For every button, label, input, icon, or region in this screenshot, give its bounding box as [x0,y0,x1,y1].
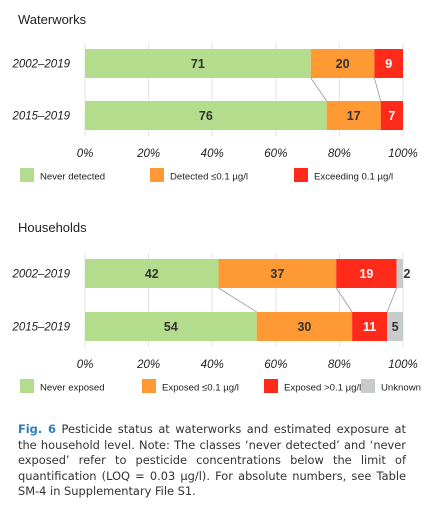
legend-swatch [150,168,164,182]
bar-segment [326,101,381,130]
x-tick-label: 20% [136,148,160,160]
chart-title: Waterworks [18,12,87,27]
connector-line [335,287,353,313]
legend-label: Exposed ≤0.1 µg/l [162,383,239,394]
figure-label: Fig. 6 [18,422,56,436]
legend-swatch [142,379,156,393]
x-tick-label: 0% [77,359,94,371]
connector-line [310,77,328,102]
data-label: 9 [385,57,392,71]
legend-label: Exceeding 0.1 µg/l [314,172,393,183]
legend-swatch [294,168,308,182]
x-tick-label: 40% [201,148,224,160]
legend-label: Never detected [40,172,105,183]
category-label: 2015–2019 [11,111,70,123]
x-tick-label: 100% [388,359,417,371]
data-label: 76 [199,109,213,123]
x-tick-label: 20% [136,359,160,371]
chart-figure: Waterworks 2002–2019 71 20 9 2015–2019 76 17 7 0%… [11,12,421,394]
category-label: 2002–2019 [11,59,70,71]
bar-segment [218,259,337,288]
legend-label: Detected ≤0.1 µg/l [170,172,248,183]
bar-segment [256,312,353,341]
category-label: 2015–2019 [11,322,70,334]
legend-swatch [361,379,375,393]
data-label: 19 [359,267,373,281]
x-tick-label: 60% [264,148,287,160]
data-label: 5 [392,320,399,334]
x-tick-label: 80% [328,359,351,371]
bar-segment [85,49,311,78]
data-label: 37 [270,267,284,281]
data-label: 71 [191,57,205,71]
legend-label: Never exposed [40,383,105,394]
data-label: 42 [145,267,159,281]
data-label: 11 [363,320,376,334]
legend-swatch [20,168,34,182]
x-tick-label: 60% [264,359,287,371]
figure-caption: Fig. 6 Pesticide status at waterworks an… [18,422,406,500]
caption-text: Pesticide status at waterworks and estim… [18,422,406,499]
bar-segment [85,312,257,341]
x-tick-label: 40% [201,359,224,371]
category-label: 2002–2019 [11,269,70,281]
x-tick-label: 100% [388,148,417,160]
bar-segment [380,101,403,130]
legend-swatch [20,379,34,393]
connector-line [373,77,382,102]
legend-label: Unknown [381,383,421,394]
data-label: 2 [404,267,411,281]
bar-segment [336,259,397,288]
connector-line [386,287,398,313]
bar-segment [374,49,403,78]
bar-segment [310,49,375,78]
data-label: 7 [388,109,395,123]
legend-label: Exposed >0.1 µg/l [284,383,361,394]
bar-segment [387,312,403,341]
data-label: 17 [347,109,361,123]
data-label: 20 [336,57,350,71]
bar-segment [396,259,403,288]
legend-swatch [264,379,278,393]
bar-segment [352,312,388,341]
chart-title: Households [18,220,87,235]
x-tick-label: 80% [328,148,351,160]
bar-segment [85,101,327,130]
x-tick-label: 0% [77,148,94,160]
connector-line [218,287,257,313]
data-label: 54 [164,320,178,334]
data-label: 30 [297,320,311,334]
bar-segment [85,259,219,288]
